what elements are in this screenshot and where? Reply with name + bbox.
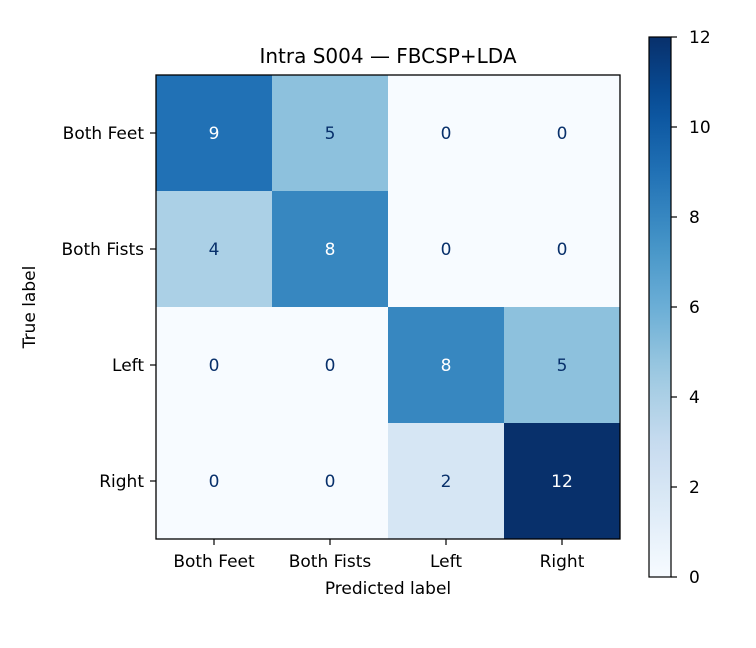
cell-value-r3-c1: 0 bbox=[325, 472, 336, 492]
heatmap-cell-r3-c1 bbox=[272, 423, 389, 540]
cell-value-r2-c1: 0 bbox=[325, 356, 336, 376]
colorbar-tick-label-2: 2 bbox=[689, 478, 700, 498]
x-tick-label-left: Left bbox=[430, 552, 462, 572]
heatmap-cell-r3-c3 bbox=[504, 423, 621, 540]
heatmap-cell-r1-c1 bbox=[272, 191, 389, 308]
cell-value-r1-c1: 8 bbox=[325, 240, 336, 260]
y-tick-label-both-fists: Both Fists bbox=[61, 240, 144, 260]
cell-value-r2-c0: 0 bbox=[209, 356, 220, 376]
y-tick-label-right: Right bbox=[99, 472, 144, 492]
cell-value-r1-c2: 0 bbox=[441, 240, 452, 260]
heatmap-cell-r0-c1 bbox=[272, 75, 389, 192]
x-tick-label-both-feet: Both Feet bbox=[173, 552, 255, 572]
cell-value-r0-c2: 0 bbox=[441, 124, 452, 144]
x-axis-label: Predicted label bbox=[325, 579, 451, 599]
cell-value-r2-c2: 8 bbox=[441, 356, 452, 376]
y-tick-label-left: Left bbox=[112, 356, 144, 376]
heatmap-cell-r3-c2 bbox=[388, 423, 505, 540]
heatmap-cell-r1-c2 bbox=[388, 191, 505, 308]
colorbar-tick-label-10: 10 bbox=[689, 118, 711, 138]
heatmap-cells bbox=[156, 75, 621, 540]
colorbar-tick-label-6: 6 bbox=[689, 298, 700, 318]
cell-value-r1-c3: 0 bbox=[557, 240, 568, 260]
heatmap-cell-r2-c1 bbox=[272, 307, 389, 424]
heatmap-cell-r2-c3 bbox=[504, 307, 621, 424]
cell-value-r3-c3: 12 bbox=[551, 472, 573, 492]
colorbar-ticks: 0 2 4 6 8 10 12 bbox=[671, 28, 711, 588]
colorbar-tick-label-0: 0 bbox=[689, 568, 700, 588]
colorbar-tick-label-8: 8 bbox=[689, 208, 700, 228]
cell-value-r3-c0: 0 bbox=[209, 472, 220, 492]
heatmap-cell-r1-c0 bbox=[156, 191, 273, 308]
x-axis: Both Feet Both Fists Left Right bbox=[173, 539, 585, 572]
heatmap-cell-r1-c3 bbox=[504, 191, 621, 308]
plot-frame bbox=[155, 74, 621, 540]
colorbar bbox=[648, 36, 672, 578]
cell-value-r1-c0: 4 bbox=[209, 240, 220, 260]
heatmap-cell-r3-c0 bbox=[156, 423, 273, 540]
colorbar-tick-label-12: 12 bbox=[689, 28, 711, 48]
heatmap-cell-r2-c0 bbox=[156, 307, 273, 424]
cell-value-r3-c2: 2 bbox=[441, 472, 452, 492]
heatmap-cell-r0-c2 bbox=[388, 75, 505, 192]
heatmap-cell-r2-c2 bbox=[388, 307, 505, 424]
heatmap-cell-r0-c3 bbox=[504, 75, 621, 192]
x-tick-label-both-fists: Both Fists bbox=[289, 552, 372, 572]
y-tick-label-both-feet: Both Feet bbox=[63, 124, 145, 144]
heatmap-cell-r0-c0 bbox=[156, 75, 273, 192]
heatmap-cell-labels: 9 5 0 0 4 8 0 0 0 0 8 5 0 0 2 12 bbox=[209, 124, 573, 492]
colorbar-tick-label-4: 4 bbox=[689, 388, 700, 408]
cell-value-r0-c1: 5 bbox=[325, 124, 336, 144]
chart-title: Intra S004 — FBCSP+LDA bbox=[259, 44, 516, 68]
x-tick-label-right: Right bbox=[540, 552, 585, 572]
cell-value-r0-c0: 9 bbox=[209, 124, 220, 144]
y-axis: Both Feet Both Fists Left Right bbox=[61, 124, 156, 492]
y-axis-label: True label bbox=[20, 266, 40, 350]
cell-value-r2-c3: 5 bbox=[557, 356, 568, 376]
cell-value-r0-c3: 0 bbox=[557, 124, 568, 144]
